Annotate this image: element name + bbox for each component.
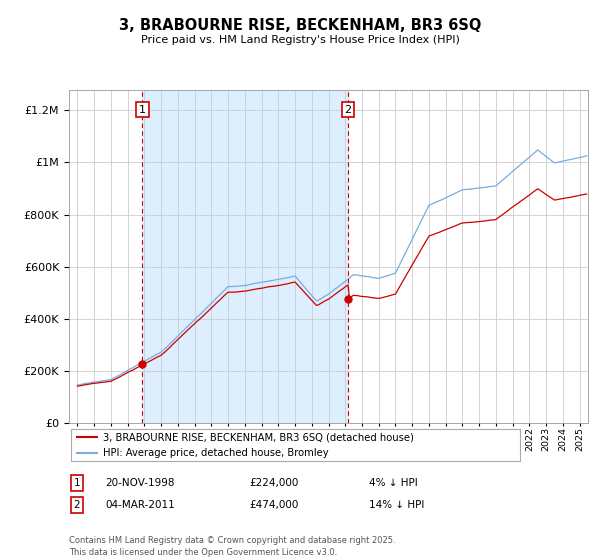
- Bar: [142, 90, 348, 423]
- Text: Contains HM Land Registry data © Crown copyright and database right 2025.
This d: Contains HM Land Registry data © Crown c…: [69, 536, 395, 557]
- Text: 04-MAR-2011: 04-MAR-2011: [105, 500, 175, 510]
- FancyBboxPatch shape: [71, 428, 520, 461]
- Text: 1: 1: [139, 105, 146, 115]
- Text: 4% ↓ HPI: 4% ↓ HPI: [369, 478, 418, 488]
- Text: 2: 2: [344, 105, 352, 115]
- Text: 1: 1: [73, 478, 80, 488]
- Text: £224,000: £224,000: [249, 478, 298, 488]
- Text: HPI: Average price, detached house, Bromley: HPI: Average price, detached house, Brom…: [103, 448, 329, 458]
- Text: Price paid vs. HM Land Registry's House Price Index (HPI): Price paid vs. HM Land Registry's House …: [140, 35, 460, 45]
- Text: 2: 2: [73, 500, 80, 510]
- Text: 3, BRABOURNE RISE, BECKENHAM, BR3 6SQ (detached house): 3, BRABOURNE RISE, BECKENHAM, BR3 6SQ (d…: [103, 432, 414, 442]
- Text: £474,000: £474,000: [249, 500, 298, 510]
- Text: 14% ↓ HPI: 14% ↓ HPI: [369, 500, 424, 510]
- Text: 20-NOV-1998: 20-NOV-1998: [105, 478, 175, 488]
- Text: 3, BRABOURNE RISE, BECKENHAM, BR3 6SQ: 3, BRABOURNE RISE, BECKENHAM, BR3 6SQ: [119, 18, 481, 34]
